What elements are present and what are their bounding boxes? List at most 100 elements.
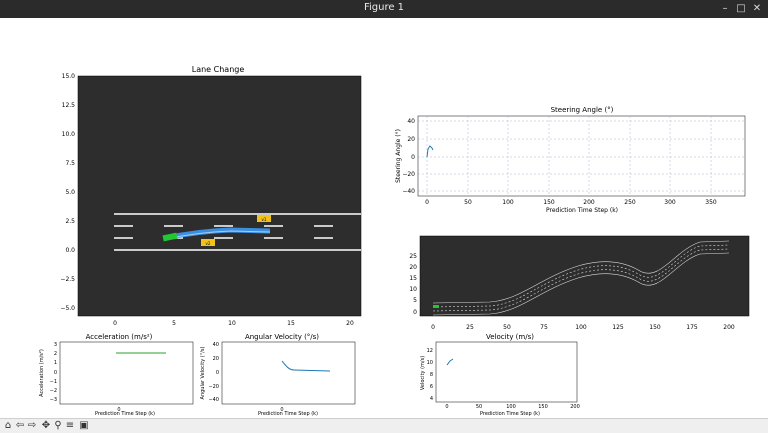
angular-velocity-plot: Angular Velocity (°/s) 40 20 0 −20 −40 0… (200, 333, 356, 417)
acceleration-axes (59, 341, 194, 405)
road-xtick: 25 (466, 324, 474, 331)
navigation-toolbar: ⌂ ⇦ ⇨ ✥ ⚲ ≡ ▣ (0, 418, 768, 433)
angvel-xlabel: Prediction Time Step (k) (258, 411, 318, 417)
minimize-button[interactable]: – (722, 3, 728, 14)
steering-ytick: 0 (411, 154, 415, 161)
lane-ytick: 7.5 (65, 160, 75, 167)
steering-title: Steering Angle (°) (551, 106, 614, 114)
steering-ytick: 20 (407, 136, 415, 143)
lane-ytick: −5.0 (60, 305, 75, 312)
road-xtick: 100 (575, 324, 587, 331)
figure-svg: Lane Change v1 v2 15.0 12.5 10.0 7.5 5.0… (39, 65, 750, 417)
lane-change-title: Lane Change (192, 65, 245, 74)
road-ytick: 25 (409, 253, 417, 260)
angvel-ytick: 0 (216, 370, 219, 376)
velocity-ytick: 8 (430, 372, 433, 378)
lane-change-plot: Lane Change v1 v2 15.0 12.5 10.0 7.5 5.0… (60, 65, 362, 327)
velocity-ytick: 10 (427, 360, 433, 366)
lane-xtick: 10 (228, 320, 236, 327)
ego-vehicle (162, 232, 178, 242)
accel-ytick: −3 (50, 397, 57, 403)
velocity-ytick: 4 (430, 396, 433, 402)
steering-ylabel: Steering Angle (°) (395, 129, 402, 183)
road-xtick: 175 (686, 324, 698, 331)
road-ego-marker (433, 305, 439, 308)
steering-xtick: 250 (624, 199, 636, 206)
road-ytick: 10 (409, 286, 417, 293)
road-xtick: 125 (612, 324, 624, 331)
close-button[interactable]: ✕ (752, 3, 762, 14)
steering-line (426, 145, 434, 158)
configure-icon[interactable]: ≡ (65, 420, 75, 431)
accel-ytick: 1 (54, 360, 57, 366)
velocity-xtick: 100 (506, 404, 516, 410)
velocity-xtick: 150 (538, 404, 548, 410)
accel-ytick: −2 (50, 388, 57, 394)
velocity-ylabel: Velocity (m/s) (420, 356, 426, 390)
vehicle-1-label: v1 (262, 217, 267, 222)
road-ytick: 5 (413, 297, 417, 304)
angvel-line (281, 360, 331, 372)
road-path-plot: 25 20 15 10 5 0 0 25 50 75 100 125 150 1… (409, 235, 750, 331)
angvel-ytick: 40 (213, 342, 219, 348)
lane-xtick: 15 (287, 320, 295, 327)
figure-canvas: Lane Change v1 v2 15.0 12.5 10.0 7.5 5.0… (0, 18, 768, 418)
acceleration-plot: Acceleration (m/s²) 3 2 1 0 −1 −2 −3 0 P… (39, 333, 194, 417)
steering-ytick: 40 (407, 118, 415, 125)
back-icon[interactable]: ⇦ (15, 420, 25, 431)
velocity-line (446, 358, 454, 366)
accel-ytick: 0 (54, 370, 57, 376)
lane-ytick: 15.0 (62, 73, 76, 80)
steering-xtick: 100 (502, 199, 514, 206)
zoom-icon[interactable]: ⚲ (54, 420, 62, 431)
lane-ytick: 12.5 (62, 102, 76, 109)
velocity-title: Velocity (m/s) (486, 333, 534, 341)
vehicle-2-label: v2 (206, 241, 211, 246)
road-xtick: 200 (723, 324, 735, 331)
forward-icon[interactable]: ⇨ (27, 420, 37, 431)
angvel-axes (221, 341, 356, 405)
steering-ytick: −40 (402, 188, 415, 195)
steering-axes (417, 115, 746, 197)
velocity-plot: Velocity (m/s) 12 10 8 6 4 0 50 100 150 … (420, 333, 580, 417)
lane-ytick: 2.5 (65, 218, 75, 225)
road-xtick: 50 (503, 324, 511, 331)
lane-xtick: 0 (113, 320, 117, 327)
velocity-xtick: 200 (570, 404, 580, 410)
maximize-button[interactable]: □ (736, 3, 746, 14)
accel-ytick: −1 (50, 379, 57, 385)
acceleration-title: Acceleration (m/s²) (86, 333, 153, 341)
velocity-xtick: 0 (445, 404, 448, 410)
road-ytick: 0 (413, 309, 417, 316)
window-titlebar: Figure 1 – □ ✕ (0, 0, 768, 18)
steering-xlabel: Prediction Time Step (k) (546, 207, 618, 214)
angvel-xtick: 0 (280, 407, 283, 413)
angvel-ylabel: Angular Velocity (°/s) (200, 346, 206, 399)
velocity-axes (435, 341, 578, 403)
pan-icon[interactable]: ✥ (41, 420, 51, 431)
angvel-ytick: 20 (213, 356, 219, 362)
velocity-ytick: 6 (430, 384, 433, 390)
road-lanes (432, 240, 730, 316)
lane-axes-background (77, 75, 362, 317)
angvel-title: Angular Velocity (°/s) (245, 333, 319, 341)
road-ytick: 15 (409, 275, 417, 282)
lane-xtick: 20 (346, 320, 354, 327)
road-xtick: 0 (431, 324, 435, 331)
road-xtick: 75 (540, 324, 548, 331)
home-icon[interactable]: ⌂ (4, 420, 12, 431)
road-ytick: 20 (409, 264, 417, 271)
lane-xtick: 5 (172, 320, 176, 327)
steering-grid (418, 116, 745, 196)
road-xtick: 150 (649, 324, 661, 331)
velocity-xlabel: Prediction Time Step (k) (480, 411, 540, 417)
steering-xtick: 350 (705, 199, 717, 206)
steering-ytick: −20 (402, 171, 415, 178)
lane-ytick: 0.0 (65, 247, 75, 254)
accel-xtick: 0 (117, 407, 120, 413)
steering-xtick: 0 (425, 199, 429, 206)
angvel-ytick: −20 (208, 384, 219, 390)
steering-angle-plot: Steering Angle (°) 40 20 0 −20 −40 0 50 … (395, 106, 746, 214)
steering-xtick: 50 (464, 199, 472, 206)
save-icon[interactable]: ▣ (79, 420, 89, 431)
